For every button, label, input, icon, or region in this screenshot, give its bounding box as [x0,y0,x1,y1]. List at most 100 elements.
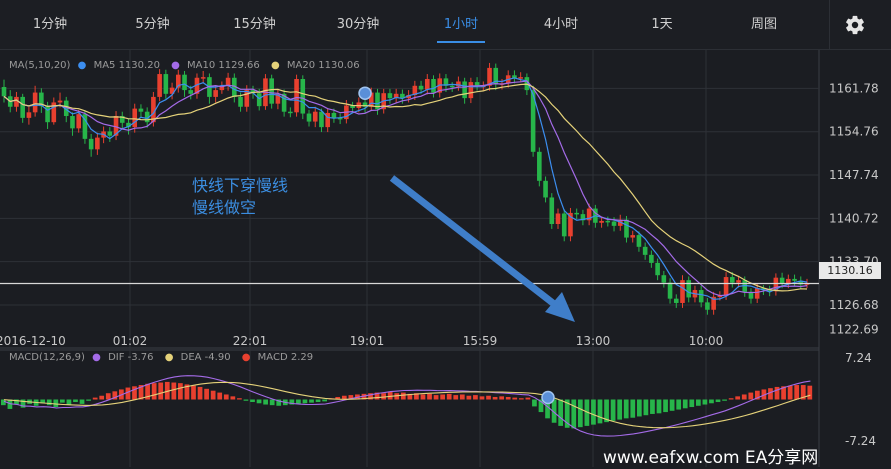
settings-button[interactable] [829,0,880,49]
tab-5min[interactable]: 5分钟 [135,17,170,32]
macd-bar [46,399,52,406]
macd-bar [191,385,196,400]
candle-body [107,131,113,136]
annotation-line-2: 慢线做空 [192,198,257,217]
candle-body [63,100,69,117]
macd-tick-label: -7.24 [845,434,876,448]
candle-body [288,111,293,114]
candle-body [400,93,405,99]
candle-body [443,78,449,86]
macd-bar [768,388,773,400]
macd-bar [486,395,491,400]
tab-1day[interactable]: 1天 [651,17,673,32]
macd-bar [558,399,564,426]
macd-bar [807,385,813,400]
candle-body [275,93,281,104]
candle-body [163,74,169,94]
candle-body [113,116,119,136]
dif-value: DIF -3.76 [108,352,154,363]
candle-body [518,77,523,79]
tab-week[interactable]: 周图 [750,17,777,32]
macd-bar [741,394,747,400]
price-chart[interactable]: 1161.781154.761147.741140.721133.701126.… [0,50,891,469]
ma20-line [3,83,808,292]
tab-30min[interactable]: 30分钟 [336,17,380,32]
macd-bar [663,399,668,413]
y-tick-label: 1126.68 [829,298,879,312]
candle-body [599,220,604,223]
macd-bar [184,384,190,400]
candle-body [649,254,654,263]
current-price-tag: 1130.16 [819,262,881,279]
candle-body [456,81,461,87]
ma-legend: MA(5,10,20) ● MA5 1130.20 ● MA10 1129.66… [9,60,368,71]
candle-body [331,112,337,118]
macd-bar [79,399,85,404]
candle-body [393,93,399,99]
macd-bar [538,399,544,413]
candle-body [368,92,374,107]
macd-bar [7,399,13,409]
candle-body [232,77,237,97]
macd-bar [99,395,105,400]
macd-bar [14,399,19,405]
candle-body [661,275,667,283]
candle-body [611,221,617,226]
tab-15min[interactable]: 15分钟 [233,17,276,32]
candle-body [412,85,418,96]
candle-body [705,302,710,310]
macd-bar [781,386,786,400]
candle-body [26,112,32,118]
macd-legend: MACD(12,26,9) ● DIF -3.76 ● DEA -4.90 ● … [9,352,321,363]
dea-value: DEA -4.90 [180,352,231,363]
macd-bar [66,399,72,405]
macd-bar [466,395,472,400]
candle-body [70,116,75,129]
macd-bar [178,383,183,400]
macd-bar [361,393,367,400]
ma5-label: ● MA5 1130.20 [77,60,160,71]
candle-body [76,114,81,129]
macd-bar [532,399,537,407]
candle-body [244,90,250,107]
macd-bar [446,393,452,400]
ma20-value: MA20 1130.06 [286,60,360,71]
macd-bar [197,386,203,400]
macd-bar [151,383,157,400]
candle-body [561,213,567,237]
timeframe-bar: 1分钟 5分钟 15分钟 30分钟 1小时 4小时 1天 周图 [0,0,891,50]
crossover-marker [358,86,372,100]
macd-bar [171,382,177,400]
dif-line [3,375,811,437]
candle-body [375,92,380,110]
macd-bar [512,397,518,400]
tab-1hour[interactable]: 1小时 [443,17,479,32]
macd-bar [722,399,727,401]
candle-body [754,288,760,299]
macd-bar [754,390,760,400]
candle-body [761,288,766,291]
tab-1min[interactable]: 1分钟 [32,17,68,32]
macd-bar [669,399,675,411]
macd-bar [374,392,380,400]
candle-body [281,93,287,112]
candle-body [294,79,299,113]
macd-bar [636,399,642,417]
y-tick-label: 1161.78 [829,81,879,95]
tab-4hour[interactable]: 4小时 [543,17,579,32]
candle-body [474,82,480,86]
candle-body [157,74,162,97]
macd-legend-prefix: MACD(12,26,9) [9,352,85,363]
macd-bar [473,395,478,400]
candle-body [138,108,144,112]
macd-bar [420,394,426,400]
candle-body [169,87,175,94]
macd-bar [643,399,649,416]
candle-body [512,75,517,79]
macd-bar [414,393,419,400]
candle-body [238,96,243,107]
macd-bar [368,393,373,400]
macd-bar [400,392,406,400]
gear-icon [846,15,864,34]
macd-bar [702,399,708,405]
